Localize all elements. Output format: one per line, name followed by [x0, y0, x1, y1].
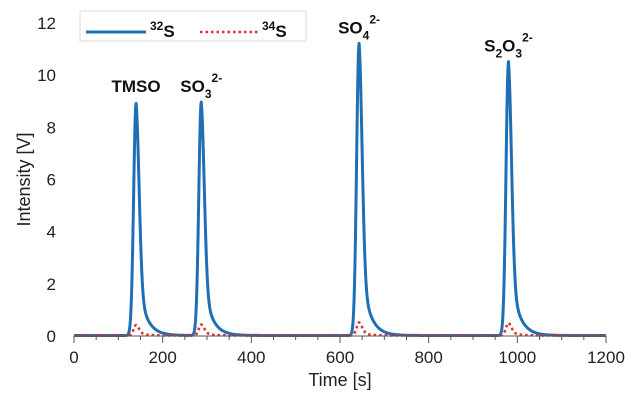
- legend: 32S 34S: [79, 10, 307, 42]
- y-axis-title: Intensity [V]: [14, 132, 34, 226]
- y-tick-label: 12: [37, 14, 56, 33]
- peak-label: SO32-: [180, 71, 222, 101]
- x-tick-label: 600: [326, 348, 354, 367]
- peak-annotations: TMSO SO32- SO42- S2O32-: [112, 12, 533, 101]
- x-tick-label: 200: [148, 348, 176, 367]
- legend-label: 32S: [150, 19, 175, 41]
- y-tick-label: 10: [37, 66, 56, 85]
- x-tick-label: 400: [237, 348, 265, 367]
- y-tick-label: 2: [47, 275, 56, 294]
- x-tick-label: 1000: [498, 348, 536, 367]
- y-tick-label: 6: [47, 171, 56, 190]
- series-line-34S: [73, 321, 607, 337]
- x-tick-label: 0: [69, 348, 78, 367]
- legend-box: [79, 10, 307, 42]
- x-tick-label: 1200: [587, 348, 625, 367]
- y-tick-label: 4: [47, 223, 56, 242]
- peak-label: SO42-: [338, 12, 380, 42]
- x-axis-ticks: 0 200 400 600 800 1000 1200: [69, 336, 625, 367]
- peak-label: S2O32-: [484, 31, 533, 61]
- plot-area: [72, 41, 608, 337]
- y-axis-ticks: 0 2 4 6 8 10 12: [37, 14, 56, 346]
- y-tick-label: 8: [47, 118, 56, 137]
- x-tick-label: 800: [414, 348, 442, 367]
- y-tick-label: 0: [47, 327, 56, 346]
- x-axis-title: Time [s]: [308, 370, 371, 390]
- peak-label: TMSO: [112, 77, 161, 96]
- legend-label: 34S: [262, 19, 287, 41]
